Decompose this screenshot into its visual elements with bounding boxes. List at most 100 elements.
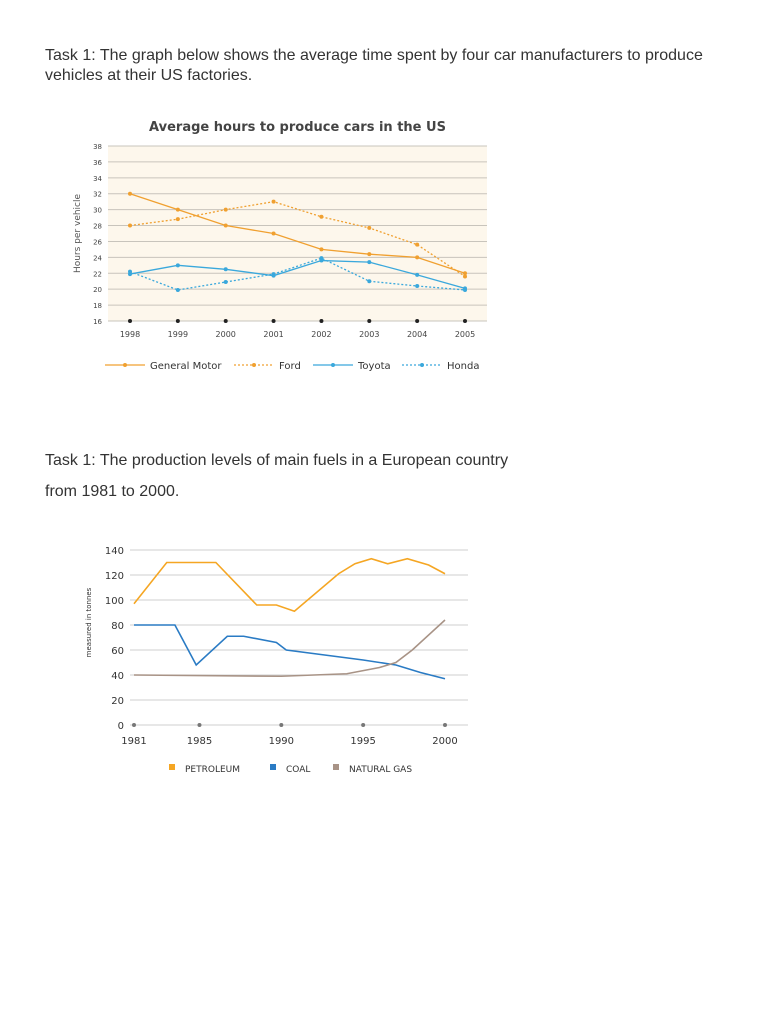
x-axis-dot	[367, 319, 372, 323]
legend-label: NATURAL GAS	[349, 765, 412, 775]
task2-text-line2: from 1981 to 2000.	[45, 483, 180, 500]
y-tick-label: 22	[93, 270, 102, 278]
y-tick-label: 60	[111, 646, 124, 657]
y-tick-label: 140	[105, 546, 124, 557]
data-point	[367, 225, 372, 230]
data-point	[175, 217, 180, 222]
x-axis-dot	[271, 319, 276, 323]
plot-background	[108, 146, 487, 321]
x-axis-dot	[197, 723, 202, 727]
legend-marker	[420, 363, 424, 367]
task2-text-line1: Task 1: The production levels of main fu…	[45, 452, 509, 469]
series-line-ford	[129, 201, 466, 277]
legend-marker	[123, 363, 127, 367]
x-axis-dot	[319, 319, 324, 323]
data-point	[223, 267, 228, 272]
y-tick-label: 80	[111, 621, 124, 632]
y-tick-label: 20	[111, 696, 124, 707]
x-tick-label: 2003	[359, 330, 379, 339]
y-tick-label: 20	[93, 286, 102, 294]
data-point	[175, 207, 180, 212]
data-point	[128, 191, 132, 196]
x-tick-label: 2000	[432, 736, 457, 747]
data-point	[271, 231, 276, 236]
data-point	[175, 287, 180, 292]
legend-label: Toyota	[357, 361, 391, 372]
x-axis-dot	[223, 319, 228, 323]
y-tick-label: 120	[105, 571, 124, 582]
data-point	[271, 272, 276, 277]
x-axis-dot	[279, 723, 284, 727]
y-tick-label: 24	[93, 254, 102, 262]
data-point	[223, 207, 228, 212]
car-production-chart: Average hours to produce cars in the US H…	[73, 120, 487, 372]
y-axis-label: measured in tonnes	[85, 587, 93, 657]
y-tick-label: 28	[93, 223, 102, 231]
data-point	[271, 199, 276, 204]
series-line-honda	[129, 257, 466, 291]
data-point	[367, 252, 372, 257]
data-point	[223, 280, 228, 285]
x-axis-dot	[361, 723, 366, 727]
fuel-production-chart: measured in tonnes 0 20 40 60 80 100 120 140 1981…	[85, 546, 468, 775]
legend-label: PETROLEUM	[185, 765, 240, 775]
x-axis-dot	[132, 723, 136, 727]
data-point	[463, 287, 467, 292]
legend-swatch	[169, 764, 175, 770]
y-tick-label: 100	[105, 596, 124, 607]
y-tick-label: 40	[111, 671, 124, 682]
y-tick-label: 18	[93, 302, 102, 310]
data-point	[367, 260, 372, 265]
series-line-coal	[134, 624, 446, 680]
x-tick-label: 1999	[168, 330, 188, 339]
data-point	[128, 223, 132, 228]
x-tick-label: 1985	[187, 736, 212, 747]
legend-swatch	[333, 764, 339, 770]
legend-marker	[252, 363, 256, 367]
x-axis-dot	[415, 319, 420, 323]
data-point	[367, 279, 372, 284]
data-point	[175, 263, 180, 268]
x-tick-label: 1998	[120, 330, 140, 339]
series-line-general-motor	[129, 193, 466, 274]
data-point	[415, 272, 420, 277]
data-point	[128, 269, 132, 274]
y-tick-label: 16	[93, 318, 102, 326]
y-tick-label: 30	[93, 207, 102, 215]
x-tick-label: 1990	[269, 736, 294, 747]
data-point	[319, 256, 324, 261]
legend-swatch	[270, 764, 276, 770]
series-line-natural-gas	[133, 619, 446, 678]
y-tick-label: 32	[93, 191, 102, 199]
legend-label: Honda	[447, 361, 479, 372]
data-point	[319, 247, 324, 252]
x-axis-dot	[463, 319, 467, 323]
series-line-toyota	[129, 259, 466, 290]
x-axis-dot	[128, 319, 132, 323]
legend-label: General Motor	[150, 361, 222, 372]
legend-label: Ford	[279, 361, 301, 372]
legend-marker	[331, 363, 335, 367]
y-tick-label: 38	[93, 143, 102, 151]
y-axis-label: Hours per vehicle	[73, 193, 83, 273]
y-tick-label: 36	[93, 159, 102, 167]
data-point	[463, 271, 467, 276]
x-tick-label: 2000	[216, 330, 236, 339]
data-point	[463, 274, 467, 279]
series-line-petroleum	[133, 557, 446, 613]
chart-title: Average hours to produce cars in the US	[149, 120, 446, 135]
task1-text-line2: vehicles at their US factories.	[45, 67, 253, 84]
x-tick-label: 2002	[311, 330, 331, 339]
x-tick-label: 1981	[121, 736, 146, 747]
x-axis-dot	[175, 319, 180, 323]
x-tick-label: 2001	[263, 330, 283, 339]
data-point	[415, 255, 420, 260]
data-point	[415, 284, 420, 288]
data-point	[319, 214, 324, 219]
x-tick-label: 2004	[407, 330, 427, 339]
data-point	[415, 242, 420, 247]
task1-text-line1: Task 1: The graph below shows the averag…	[45, 47, 703, 64]
x-tick-label: 2005	[455, 330, 475, 339]
y-tick-label: 0	[118, 721, 124, 732]
